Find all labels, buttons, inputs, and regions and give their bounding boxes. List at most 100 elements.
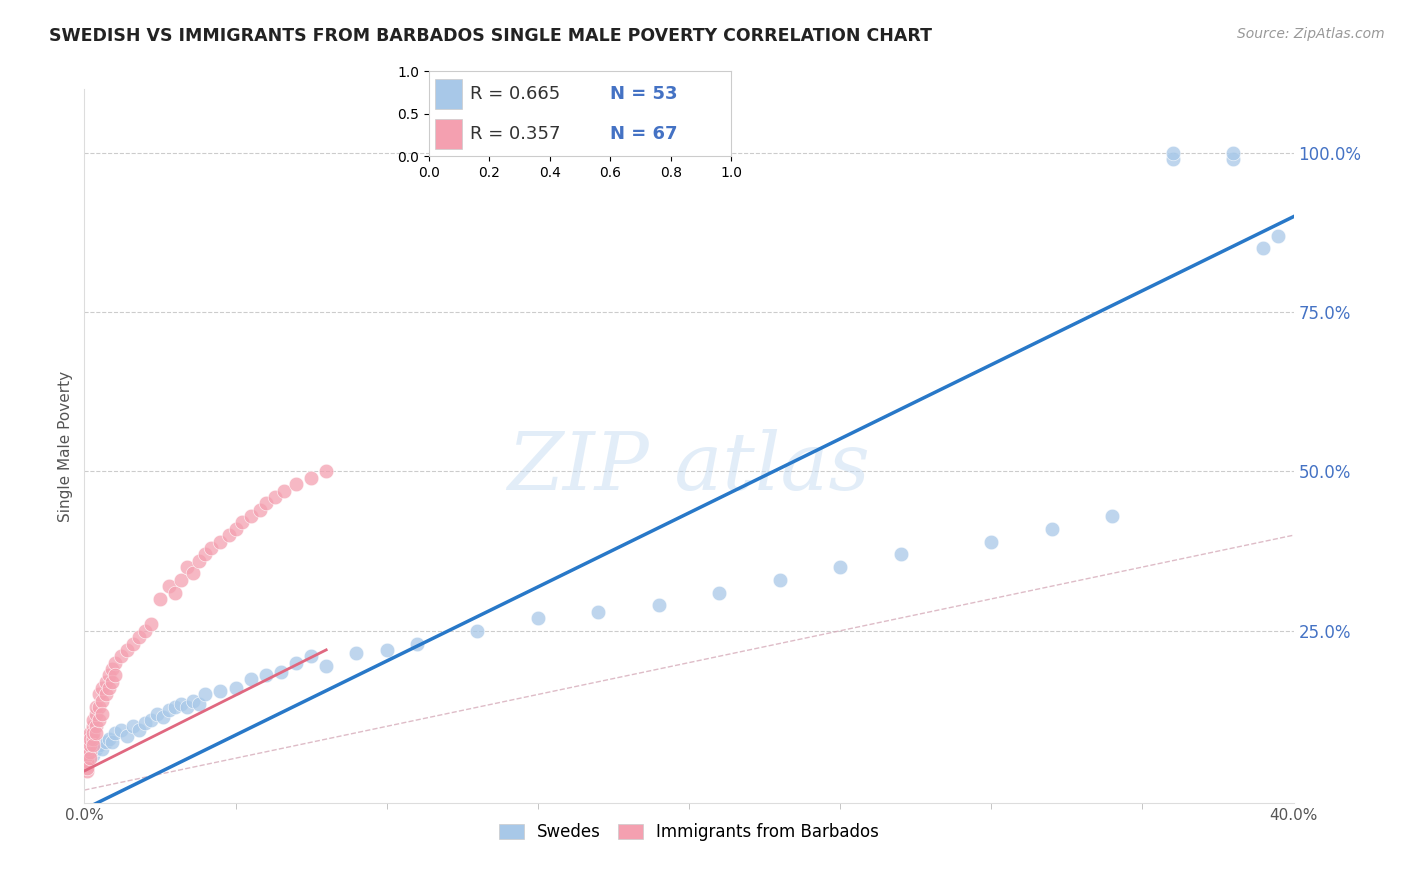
Point	[176, 560, 198, 574]
Point	[76, 747, 98, 762]
Point	[194, 688, 217, 702]
Point	[165, 585, 187, 599]
Point	[134, 624, 156, 638]
Point	[346, 646, 368, 660]
Point	[225, 522, 247, 536]
Point	[188, 697, 211, 711]
Point	[139, 617, 162, 632]
Point	[115, 729, 138, 743]
Point	[181, 566, 204, 581]
Point	[82, 747, 104, 762]
Point	[76, 741, 98, 756]
Point	[270, 665, 292, 680]
Point	[980, 534, 1002, 549]
Point	[1161, 145, 1184, 160]
Point	[165, 700, 187, 714]
FancyBboxPatch shape	[434, 79, 463, 110]
Point	[254, 668, 277, 682]
Text: R = 0.665: R = 0.665	[470, 86, 560, 103]
Point	[100, 662, 122, 676]
Point	[128, 630, 150, 644]
Text: N = 67: N = 67	[610, 125, 678, 143]
Point	[170, 573, 193, 587]
Point	[86, 706, 108, 721]
Point	[285, 656, 308, 670]
Point	[588, 605, 610, 619]
Text: R = 0.357: R = 0.357	[470, 125, 560, 143]
Point	[239, 672, 262, 686]
Point	[89, 688, 111, 702]
Point	[1253, 242, 1275, 256]
Point	[375, 643, 398, 657]
Text: SWEDISH VS IMMIGRANTS FROM BARBADOS SINGLE MALE POVERTY CORRELATION CHART: SWEDISH VS IMMIGRANTS FROM BARBADOS SING…	[49, 27, 932, 45]
Point	[91, 741, 114, 756]
Point	[76, 739, 98, 753]
Point	[82, 739, 104, 753]
Point	[1161, 153, 1184, 167]
Text: ZIP atlas: ZIP atlas	[508, 429, 870, 506]
Point	[194, 547, 217, 561]
Point	[263, 490, 285, 504]
Point	[134, 716, 156, 731]
Point	[209, 534, 232, 549]
Point	[82, 725, 104, 739]
Point	[285, 477, 308, 491]
Point	[890, 547, 912, 561]
Point	[91, 706, 114, 721]
Point	[89, 700, 111, 714]
Point	[97, 681, 120, 695]
Point	[121, 719, 143, 733]
Point	[86, 719, 108, 733]
Point	[91, 681, 114, 695]
Point	[406, 636, 429, 650]
Point	[170, 697, 193, 711]
Point	[91, 694, 114, 708]
Point	[94, 735, 117, 749]
Point	[86, 741, 108, 756]
Point	[76, 745, 98, 759]
Point	[97, 732, 120, 747]
Point	[225, 681, 247, 695]
Point	[139, 713, 162, 727]
Point	[104, 656, 127, 670]
Text: Source: ZipAtlas.com: Source: ZipAtlas.com	[1237, 27, 1385, 41]
Point	[76, 761, 98, 775]
Point	[527, 611, 550, 625]
Point	[89, 739, 111, 753]
Point	[249, 502, 271, 516]
Point	[110, 649, 132, 664]
Point	[89, 713, 111, 727]
Point	[231, 516, 253, 530]
Point	[467, 624, 489, 638]
Point	[1101, 509, 1123, 524]
Point	[1222, 153, 1244, 167]
Point	[79, 732, 101, 747]
Point	[86, 725, 108, 739]
Point	[188, 554, 211, 568]
Point	[79, 745, 101, 759]
Point	[709, 585, 731, 599]
Point	[648, 599, 671, 613]
Point	[209, 684, 232, 698]
Point	[299, 471, 322, 485]
Point	[76, 747, 98, 762]
Point	[157, 579, 180, 593]
Point	[79, 745, 101, 759]
Point	[94, 674, 117, 689]
Point	[104, 668, 127, 682]
Point	[115, 643, 138, 657]
Point	[1040, 522, 1063, 536]
Point	[97, 668, 120, 682]
Point	[79, 751, 101, 765]
Point	[76, 757, 98, 772]
Point	[79, 739, 101, 753]
Point	[149, 591, 172, 606]
Point	[181, 694, 204, 708]
Point	[146, 706, 169, 721]
Point	[1267, 228, 1289, 243]
Point	[299, 649, 322, 664]
Point	[82, 719, 104, 733]
Point	[94, 688, 117, 702]
Point	[86, 700, 108, 714]
Point	[100, 735, 122, 749]
